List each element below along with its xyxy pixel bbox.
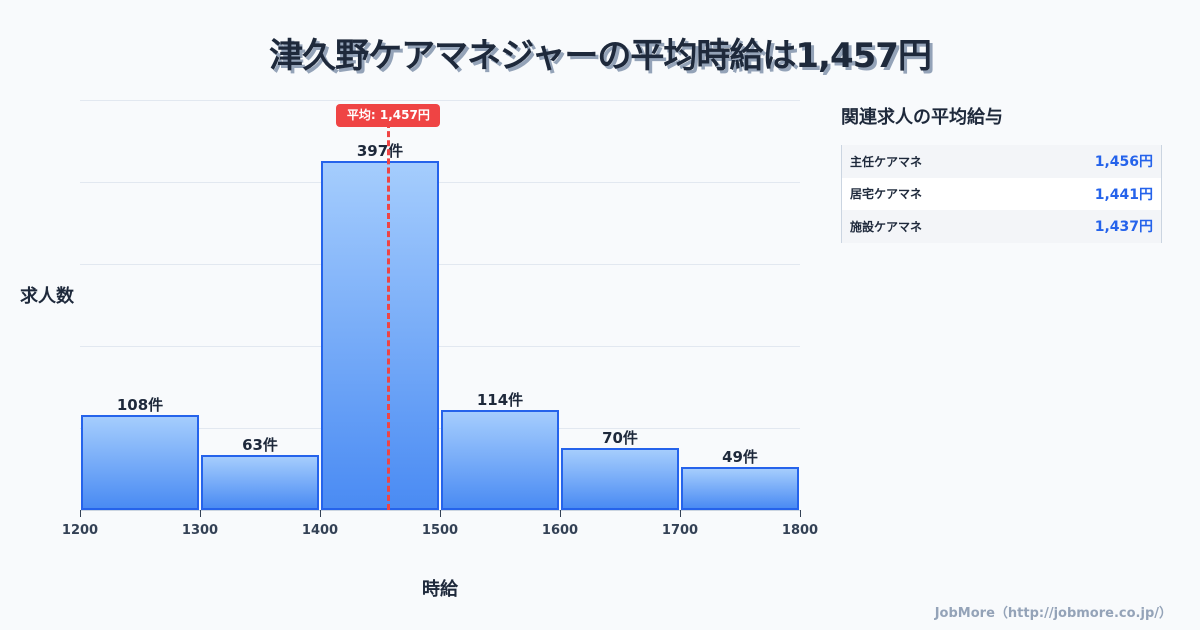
related-job-wage: 1,456円 xyxy=(1094,154,1153,171)
related-job-wage: 1,437円 xyxy=(1094,219,1153,236)
x-tick-mark xyxy=(80,510,81,517)
related-job-row: 居宅ケアマネ 1,441円 xyxy=(842,177,1161,210)
bar-value-label: 63件 xyxy=(242,435,278,454)
gridline xyxy=(80,182,800,183)
x-tick-label: 1200 xyxy=(61,523,99,538)
x-tick-label: 1600 xyxy=(541,523,579,538)
related-job-name: 主任ケアマネ xyxy=(850,154,923,169)
y-axis-label: 求人数 xyxy=(20,286,74,307)
gridline xyxy=(80,264,800,265)
gridline xyxy=(80,100,800,101)
histogram-bar xyxy=(441,409,559,510)
bar-value-label: 49件 xyxy=(722,447,758,466)
x-tick-mark xyxy=(680,510,681,517)
histogram-bar xyxy=(321,161,439,510)
mean-badge: 平均: 1,457円 xyxy=(336,104,441,127)
related-jobs-title: 関連求人の平均給与 xyxy=(841,107,1003,128)
x-tick-mark xyxy=(800,510,801,517)
related-job-name: 施設ケアマネ xyxy=(850,219,923,234)
bar-value-label: 70件 xyxy=(602,429,638,448)
bar-value-label: 114件 xyxy=(476,390,524,409)
x-tick-mark xyxy=(560,510,561,517)
gridline xyxy=(80,428,800,429)
x-tick-label: 1700 xyxy=(661,523,699,538)
related-job-wage: 1,441円 xyxy=(1094,186,1153,203)
x-tick-mark xyxy=(440,510,441,517)
bar-value-label: 397件 xyxy=(356,142,404,161)
histogram-bar xyxy=(81,415,199,510)
footer-credit: JobMore（http://jobmore.co.jp/） xyxy=(934,606,1172,621)
histogram-bar xyxy=(681,466,799,510)
gridline xyxy=(80,346,800,347)
x-tick-label: 1400 xyxy=(301,523,339,538)
x-tick-label: 1300 xyxy=(181,523,219,538)
related-job-row: 施設ケアマネ 1,437円 xyxy=(842,210,1161,243)
histogram-chart: 108件 63件 397件 114件 70件 49件 1200 1300 1400 1500 16… xyxy=(20,100,818,600)
x-tick-mark xyxy=(200,510,201,517)
related-job-name: 居宅ケアマネ xyxy=(850,187,923,202)
related-jobs-table: 主任ケアマネ 1,456円 居宅ケアマネ 1,441円 施設ケアマネ 1,437… xyxy=(841,145,1162,243)
x-tick-label: 1800 xyxy=(781,523,819,538)
related-job-row: 主任ケアマネ 1,456円 xyxy=(842,145,1161,178)
histogram-bar xyxy=(561,448,679,510)
x-tick-label: 1500 xyxy=(421,523,459,538)
x-tick-mark xyxy=(320,510,321,517)
x-axis-label: 時給 xyxy=(422,579,458,600)
mean-line xyxy=(386,122,390,510)
histogram-bar xyxy=(201,454,319,510)
page-title: 津久野ケアマネジャーの平均時給は1,457円 xyxy=(269,36,932,76)
bar-value-label: 108件 xyxy=(116,396,164,415)
